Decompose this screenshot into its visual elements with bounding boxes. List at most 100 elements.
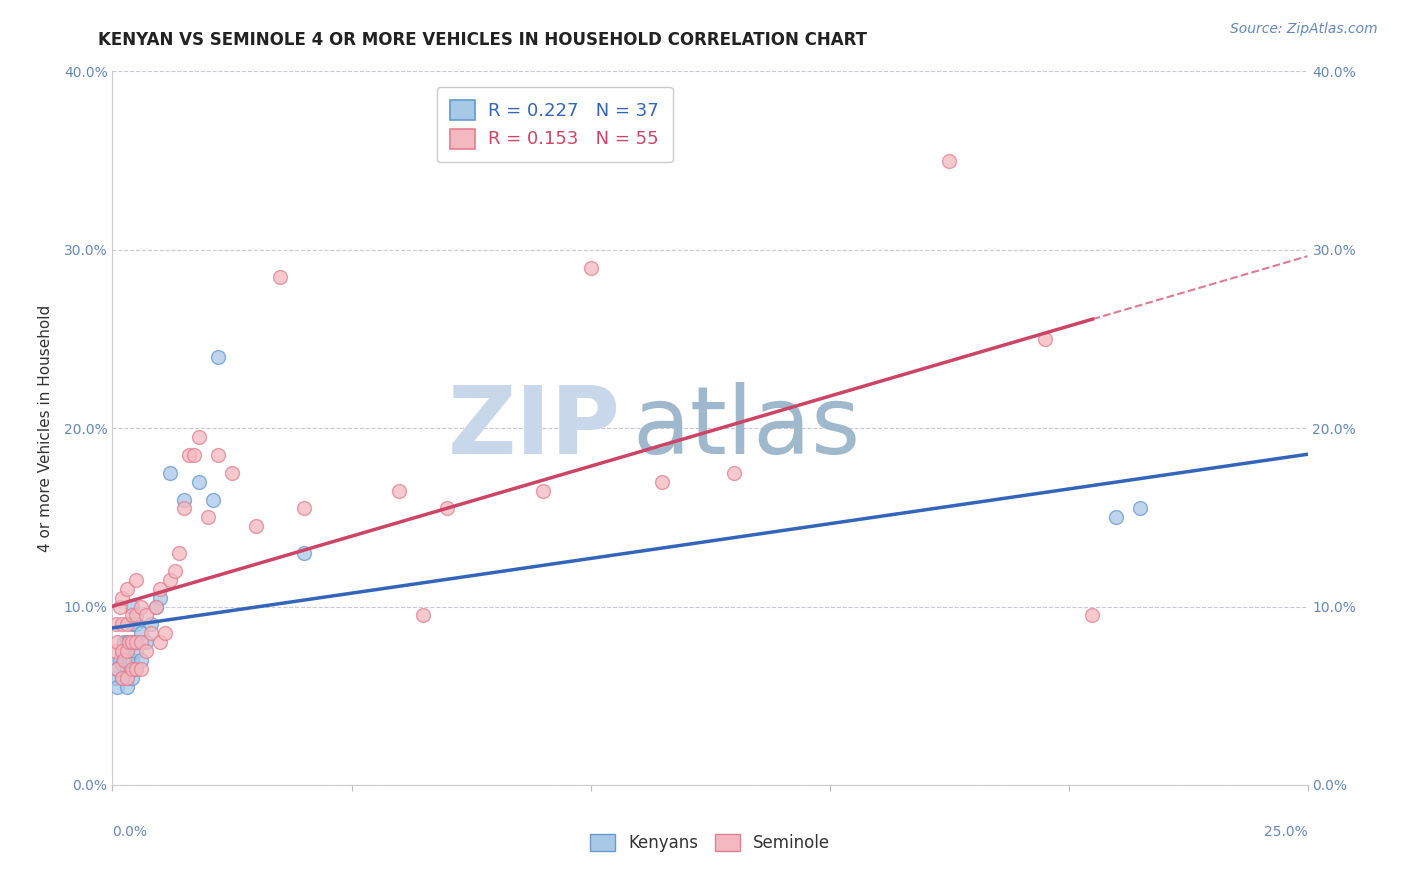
Text: 0.0%: 0.0% xyxy=(112,825,148,839)
Point xyxy=(531,483,554,498)
Point xyxy=(173,492,195,507)
Point xyxy=(115,617,138,632)
Point xyxy=(105,662,128,676)
Point xyxy=(111,657,134,671)
Point xyxy=(207,350,229,364)
Text: Source: ZipAtlas.com: Source: ZipAtlas.com xyxy=(1230,22,1378,37)
Point xyxy=(145,599,167,614)
Point xyxy=(111,591,134,605)
Point xyxy=(111,617,134,632)
Point xyxy=(129,653,152,667)
Point xyxy=(104,644,127,658)
Point xyxy=(723,466,745,480)
Point xyxy=(108,599,131,614)
Point xyxy=(149,591,172,605)
Point xyxy=(177,448,200,462)
Text: KENYAN VS SEMINOLE 4 OR MORE VEHICLES IN HOUSEHOLD CORRELATION CHART: KENYAN VS SEMINOLE 4 OR MORE VEHICLES IN… xyxy=(98,31,868,49)
Point xyxy=(105,662,128,676)
Point xyxy=(125,644,148,658)
Point xyxy=(121,671,143,685)
Point xyxy=(115,582,138,596)
Point xyxy=(108,653,131,667)
Point xyxy=(121,635,143,649)
Point xyxy=(145,599,167,614)
Point xyxy=(129,635,152,649)
Point xyxy=(118,653,141,667)
Point xyxy=(121,617,143,632)
Point xyxy=(111,644,134,658)
Point xyxy=(115,680,138,694)
Point xyxy=(125,573,148,587)
Point xyxy=(115,635,138,649)
Point xyxy=(292,546,315,560)
Point xyxy=(1081,608,1104,623)
Point xyxy=(153,626,176,640)
Point xyxy=(388,483,411,498)
Point xyxy=(125,617,148,632)
Point xyxy=(105,680,128,694)
Point xyxy=(118,635,141,649)
Point xyxy=(121,662,143,676)
Point xyxy=(125,635,148,649)
Point xyxy=(121,599,143,614)
Point xyxy=(111,644,134,658)
Point xyxy=(159,466,181,480)
Point xyxy=(159,573,181,587)
Point xyxy=(114,635,135,649)
Point xyxy=(201,492,224,507)
Point xyxy=(163,564,186,578)
Point xyxy=(139,617,162,632)
Text: atlas: atlas xyxy=(633,382,860,475)
Point xyxy=(105,635,128,649)
Point xyxy=(169,546,191,560)
Point xyxy=(125,662,148,676)
Point xyxy=(129,662,152,676)
Point xyxy=(115,644,138,658)
Point xyxy=(115,662,138,676)
Point xyxy=(111,671,134,685)
Point xyxy=(111,671,134,685)
Point xyxy=(104,671,127,685)
Point xyxy=(121,608,143,623)
Point xyxy=(245,519,267,533)
Point xyxy=(651,475,673,489)
Point xyxy=(135,644,157,658)
Point xyxy=(187,430,209,444)
Point xyxy=(207,448,229,462)
Point xyxy=(129,599,152,614)
Point xyxy=(125,608,148,623)
Point xyxy=(115,671,138,685)
Point xyxy=(115,671,138,685)
Point xyxy=(105,617,128,632)
Legend: Kenyans, Seminole: Kenyans, Seminole xyxy=(583,827,837,859)
Point xyxy=(292,501,315,516)
Point xyxy=(1033,332,1056,346)
Point xyxy=(197,510,219,524)
Text: ZIP: ZIP xyxy=(447,382,620,475)
Point xyxy=(173,501,195,516)
Point xyxy=(121,653,143,667)
Point xyxy=(135,608,157,623)
Point xyxy=(221,466,243,480)
Point xyxy=(129,626,152,640)
Point xyxy=(436,501,458,516)
Point xyxy=(938,153,960,168)
Point xyxy=(149,635,172,649)
Point xyxy=(269,269,291,284)
Point xyxy=(187,475,209,489)
Text: 25.0%: 25.0% xyxy=(1264,825,1308,839)
Point xyxy=(121,635,143,649)
Point xyxy=(125,662,148,676)
Point xyxy=(1129,501,1152,516)
Point xyxy=(579,260,602,275)
Point xyxy=(183,448,205,462)
Point xyxy=(125,635,148,649)
Point xyxy=(115,644,138,658)
Y-axis label: 4 or more Vehicles in Household: 4 or more Vehicles in Household xyxy=(38,304,52,552)
Point xyxy=(139,626,162,640)
Point xyxy=(1105,510,1128,524)
Point xyxy=(149,582,172,596)
Point xyxy=(135,635,157,649)
Point xyxy=(412,608,434,623)
Point xyxy=(114,653,135,667)
